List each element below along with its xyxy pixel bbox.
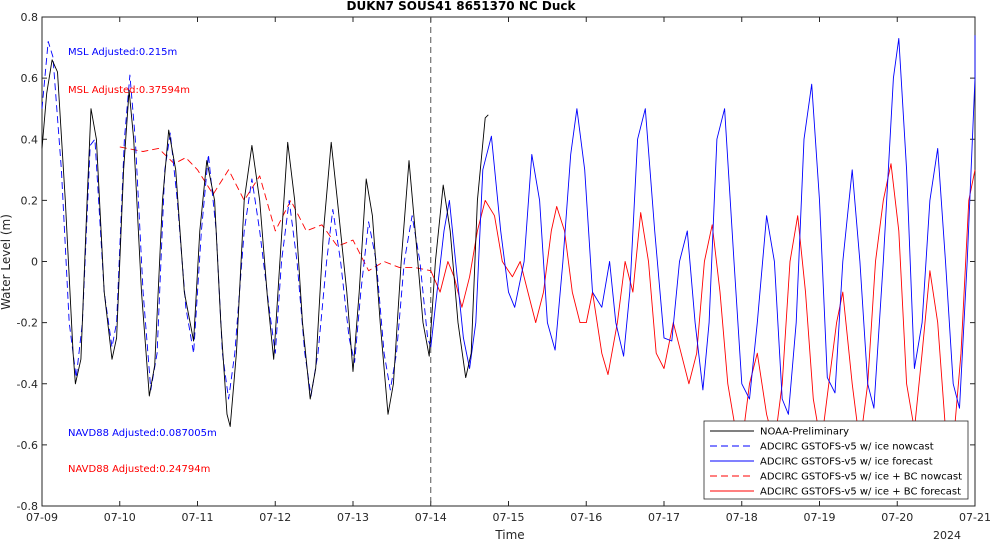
x-tick-label: 07-10 [104,511,136,524]
y-tick-label: -0.4 [17,378,38,391]
legend: NOAA-Preliminary ADCIRC GSTOFS-v5 w/ ice … [703,420,969,500]
y-axis-label: Water Level (m) [0,214,13,310]
x-tick-label: 07-09 [26,511,58,524]
x-tick-label: 07-19 [804,511,836,524]
annotation-text: NAVD88 Adjusted:0.087005m [68,428,217,439]
x-tick-label: 07-18 [726,511,758,524]
y-tick-label: 0.4 [21,133,39,146]
annotation-text: MSL Adjusted:0.37594m [68,85,190,96]
x-tick-label: 07-11 [182,511,214,524]
axis-ticks: 07-09 07-10 07-11 07-12 07-13 07-14 07-15 07-16… [17,11,991,524]
series-line-3 [119,146,431,272]
series-line-4 [430,163,976,446]
y-tick-label: -0.6 [17,439,38,452]
year-label: 2024 [933,529,961,541]
y-tick-label: 0.6 [21,72,39,85]
series-layer [41,35,976,446]
x-tick-label: 07-21 [959,511,991,524]
legend-entry: NOAA-Preliminary [760,427,849,438]
annotation-text: NAVD88 Adjusted:0.24794m [68,464,210,475]
x-axis-label: Time [494,528,524,541]
y-tick-label: -0.2 [17,317,38,330]
y-tick-label: 0.2 [21,194,39,207]
chart-title: DUKN7 SOUS41 8651370 NC Duck [347,0,577,13]
legend-entry: ADCIRC GSTOFS-v5 w/ ice nowcast [760,442,934,453]
series-line-0 [41,59,489,427]
x-tick-label: 07-12 [259,511,291,524]
y-tick-label: -0.8 [17,500,38,513]
legend-entry: ADCIRC GSTOFS-v5 w/ ice + BC nowcast [760,472,962,483]
legend-entry: ADCIRC GSTOFS-v5 w/ ice forecast [760,457,933,468]
legend-entry: ADCIRC GSTOFS-v5 w/ ice + BC forecast [760,487,961,498]
x-tick-label: 07-17 [648,511,680,524]
y-tick-label: 0 [31,256,38,269]
x-tick-label: 07-13 [337,511,369,524]
series-line-2 [430,35,976,415]
x-tick-label: 07-20 [881,511,913,524]
x-tick-label: 07-15 [493,511,525,524]
annotation-text: MSL Adjusted:0.215m [68,47,177,58]
y-tick-label: 0.8 [21,11,39,24]
x-tick-label: 07-14 [415,511,447,524]
x-tick-label: 07-16 [570,511,602,524]
legend-box [703,420,969,500]
annotations: MSL Adjusted:0.215m MSL Adjusted:0.37594m… [68,47,217,475]
